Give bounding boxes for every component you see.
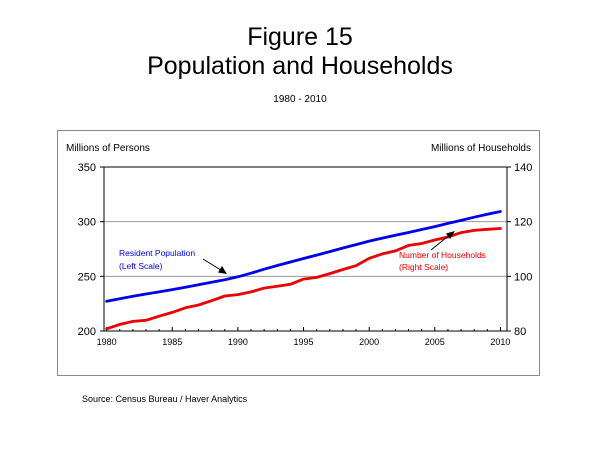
annotation-left-scale: (Left Scale) [119,261,163,271]
x-axis-tick-label-2000: 2000 [359,337,379,347]
chart-title-line1: Figure 15 [247,23,353,51]
annotation-arrow-population-head [218,266,227,274]
series-line-resident-population [105,210,502,303]
x-axis-tick-label-1990: 1990 [228,337,248,347]
x-axis-tick-label-1995: 1995 [294,337,314,347]
annotation-arrow-households-head [446,231,455,239]
chart-subtitle: 1980 - 2010 [273,94,327,105]
left-axis-tick-label-300: 300 [78,217,96,229]
right-axis-tick-label-120: 120 [514,217,532,229]
chart-frame [57,130,540,376]
annotation-resident-population: Resident Population [119,248,195,258]
right-axis-label: Millions of Households [431,143,531,154]
right-axis-tick-label-100: 100 [514,271,532,283]
x-axis-tick-label-1980: 1980 [97,337,117,347]
left-axis-tick-label-250: 250 [78,271,96,283]
left-axis-tick-label-200: 200 [78,326,96,338]
chart-title-line2: Population and Households [147,52,453,80]
x-axis-tick-label-2010: 2010 [490,337,510,347]
right-axis-tick-label-80: 80 [514,326,526,338]
series-line-number-of-households [105,227,502,331]
left-axis-tick-label-350: 350 [78,162,96,174]
source-note: Source: Census Bureau / Haver Analytics [82,394,248,404]
plot-area-border [103,166,508,332]
annotation-right-scale: (Right Scale) [399,262,448,272]
left-axis-label: Millions of Persons [66,143,150,154]
right-axis-tick-label-140: 140 [514,162,532,174]
x-axis-tick-label-2005: 2005 [425,337,445,347]
annotation-number-of-households: Number of Households [399,250,486,260]
x-axis-tick-label-1985: 1985 [162,337,182,347]
